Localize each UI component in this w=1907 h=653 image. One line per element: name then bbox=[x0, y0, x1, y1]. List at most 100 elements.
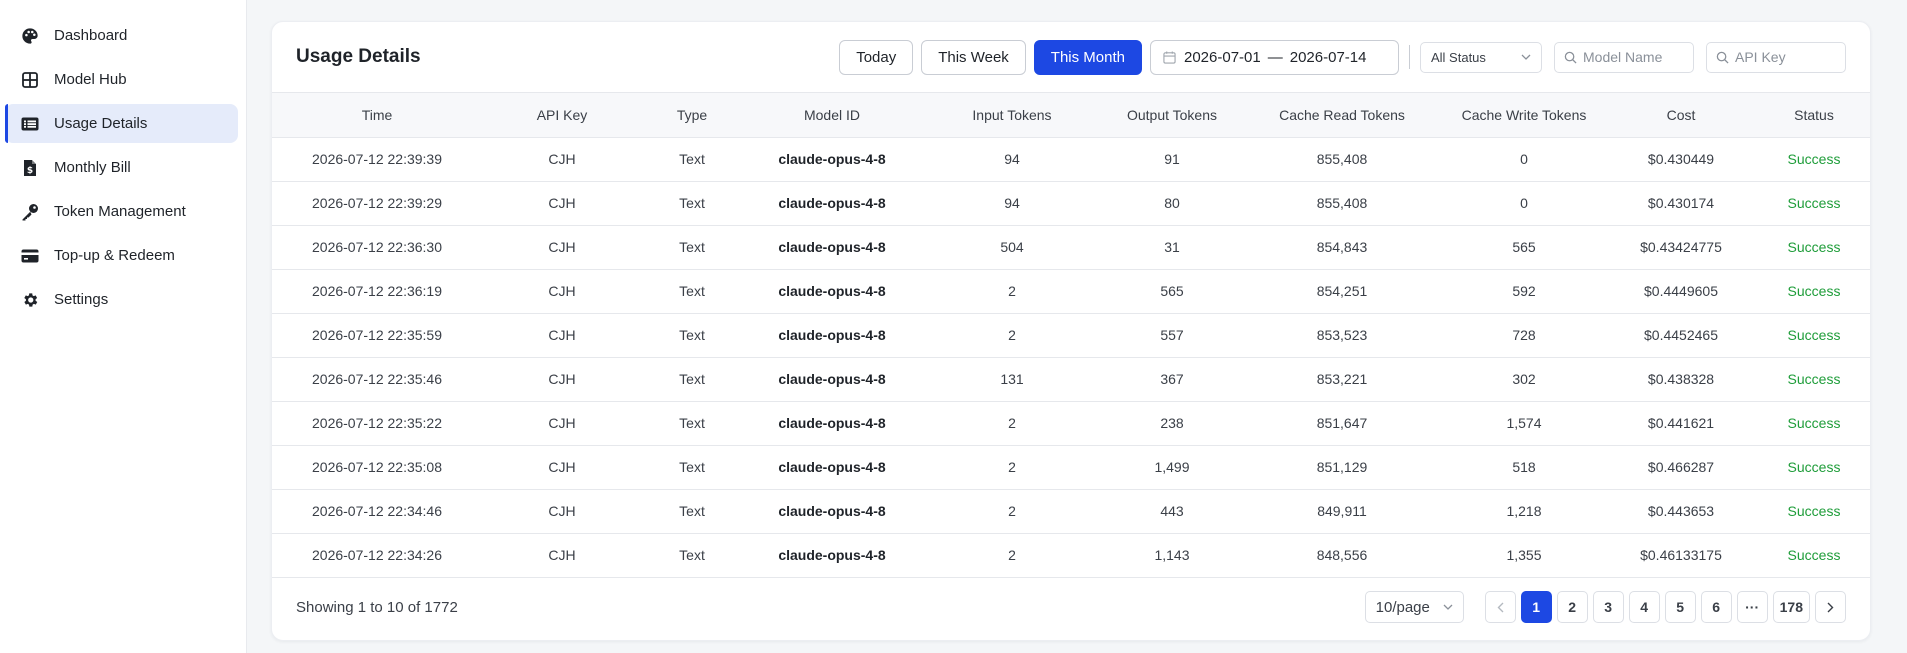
column-header-time: Time bbox=[272, 93, 482, 138]
page-button-6[interactable]: 6 bbox=[1700, 591, 1732, 623]
cell-status: Success bbox=[1756, 181, 1870, 226]
search-icon bbox=[1716, 51, 1729, 64]
table-row[interactable]: 2026-07-12 22:35:46 CJH Text claude-opus-4-… bbox=[272, 357, 1870, 402]
cell-api-key: CJH bbox=[482, 401, 642, 446]
column-header-type: Type bbox=[642, 93, 742, 138]
cell-input-tokens: 2 bbox=[922, 533, 1102, 578]
date-start: 2026-07-01 bbox=[1184, 48, 1261, 66]
page-button-5[interactable]: 5 bbox=[1664, 591, 1696, 623]
sidebar-item-top-up-redeem[interactable]: Top-up & Redeem bbox=[5, 236, 238, 275]
cell-cache-write-tokens: 0 bbox=[1442, 181, 1606, 226]
sidebar-item-model-hub[interactable]: Model Hub bbox=[5, 60, 238, 99]
page-button-2[interactable]: 2 bbox=[1556, 591, 1588, 623]
cell-api-key: CJH bbox=[482, 489, 642, 534]
today-button[interactable]: Today bbox=[839, 39, 914, 75]
cell-cache-read-tokens: 854,843 bbox=[1242, 225, 1442, 270]
cell-model-id: claude-opus-4-8 bbox=[742, 445, 922, 490]
column-header-cache-write-tokens: Cache Write Tokens bbox=[1442, 93, 1606, 138]
page-button-3[interactable]: 3 bbox=[1592, 591, 1624, 623]
palette-icon bbox=[20, 26, 40, 46]
cell-status: Success bbox=[1756, 137, 1870, 182]
this-week-button[interactable]: This Week bbox=[921, 39, 1026, 75]
cell-type: Text bbox=[642, 357, 742, 402]
cell-cache-write-tokens: 1,574 bbox=[1442, 401, 1606, 446]
cell-type: Text bbox=[642, 489, 742, 534]
table-row[interactable]: 2026-07-12 22:35:22 CJH Text claude-opus-4-… bbox=[272, 401, 1870, 446]
bill-icon: $ bbox=[20, 158, 40, 178]
page-button-178[interactable]: 178 bbox=[1772, 591, 1810, 623]
sidebar-item-monthly-bill[interactable]: $ Monthly Bill bbox=[5, 148, 238, 187]
cell-cost: $0.4452465 bbox=[1606, 313, 1756, 358]
table-row[interactable]: 2026-07-12 22:34:26 CJH Text claude-opus-4-… bbox=[272, 533, 1870, 578]
table-row[interactable]: 2026-07-12 22:36:30 CJH Text claude-opus-4-… bbox=[272, 225, 1870, 270]
column-header-output-tokens: Output Tokens bbox=[1102, 93, 1242, 138]
column-header-api-key: API Key bbox=[482, 93, 642, 138]
column-header-cache-read-tokens: Cache Read Tokens bbox=[1242, 93, 1442, 138]
sidebar-item-token-management[interactable]: Token Management bbox=[5, 192, 238, 231]
cell-type: Text bbox=[642, 445, 742, 490]
cell-model-id: claude-opus-4-8 bbox=[742, 401, 922, 446]
cell-cache-write-tokens: 565 bbox=[1442, 225, 1606, 270]
page-buttons: 1 2 3 4 5 6 ··· 178 bbox=[1516, 591, 1810, 623]
status-select[interactable]: All Status bbox=[1420, 41, 1542, 73]
cell-cost: $0.441621 bbox=[1606, 401, 1756, 446]
cell-model-id: claude-opus-4-8 bbox=[742, 181, 922, 226]
cell-input-tokens: 2 bbox=[922, 269, 1102, 314]
table-row[interactable]: 2026-07-12 22:39:29 CJH Text claude-opus-4-… bbox=[272, 181, 1870, 226]
api-key-input[interactable] bbox=[1735, 49, 1836, 65]
sidebar-item-usage-details[interactable]: Usage Details bbox=[5, 104, 238, 143]
cell-cost: $0.4449605 bbox=[1606, 269, 1756, 314]
filter-bar: Today This Week This Month 2026-07-01 — … bbox=[839, 39, 1846, 75]
sidebar-item-label: Settings bbox=[54, 291, 109, 308]
cell-cost: $0.430449 bbox=[1606, 137, 1756, 182]
cell-input-tokens: 94 bbox=[922, 137, 1102, 182]
page-button-4[interactable]: 4 bbox=[1628, 591, 1660, 623]
cell-cache-read-tokens: 853,523 bbox=[1242, 313, 1442, 358]
cell-output-tokens: 31 bbox=[1102, 225, 1242, 270]
cell-status: Success bbox=[1756, 489, 1870, 534]
cell-status: Success bbox=[1756, 357, 1870, 402]
table-row[interactable]: 2026-07-12 22:34:46 CJH Text claude-opus-4-… bbox=[272, 489, 1870, 534]
sidebar-item-label: Model Hub bbox=[54, 71, 127, 88]
cell-api-key: CJH bbox=[482, 181, 642, 226]
this-month-button[interactable]: This Month bbox=[1033, 39, 1142, 75]
cell-time: 2026-07-12 22:35:59 bbox=[272, 313, 482, 358]
table-row[interactable]: 2026-07-12 22:35:08 CJH Text claude-opus-4-… bbox=[272, 445, 1870, 490]
cell-output-tokens: 80 bbox=[1102, 181, 1242, 226]
cell-cache-write-tokens: 302 bbox=[1442, 357, 1606, 402]
table-row[interactable]: 2026-07-12 22:36:19 CJH Text claude-opus-4-… bbox=[272, 269, 1870, 314]
cell-status: Success bbox=[1756, 445, 1870, 490]
model-name-input[interactable] bbox=[1583, 49, 1684, 65]
cell-cache-write-tokens: 592 bbox=[1442, 269, 1606, 314]
table-row[interactable]: 2026-07-12 22:35:59 CJH Text claude-opus-4-… bbox=[272, 313, 1870, 358]
page-size-select[interactable]: 10/page bbox=[1364, 591, 1464, 623]
cell-status: Success bbox=[1756, 225, 1870, 270]
chevron-right-icon bbox=[1827, 602, 1834, 613]
search-icon bbox=[1564, 51, 1577, 64]
sidebar: Dashboard Model Hub Usage Details $ Mont… bbox=[0, 0, 247, 653]
cell-api-key: CJH bbox=[482, 313, 642, 358]
date-range-picker[interactable]: 2026-07-01 — 2026-07-14 bbox=[1150, 39, 1399, 75]
cell-type: Text bbox=[642, 313, 742, 358]
next-page-button[interactable] bbox=[1815, 591, 1846, 623]
status-select-value: All Status bbox=[1431, 49, 1486, 65]
cell-cache-read-tokens: 853,221 bbox=[1242, 357, 1442, 402]
cell-cost: $0.438328 bbox=[1606, 357, 1756, 402]
cell-api-key: CJH bbox=[482, 269, 642, 314]
cell-cost: $0.43424775 bbox=[1606, 225, 1756, 270]
api-key-search bbox=[1706, 41, 1846, 73]
cell-api-key: CJH bbox=[482, 445, 642, 490]
date-separator: — bbox=[1267, 48, 1283, 66]
sidebar-item-dashboard[interactable]: Dashboard bbox=[5, 16, 238, 55]
cell-cache-read-tokens: 848,556 bbox=[1242, 533, 1442, 578]
chevron-left-icon bbox=[1497, 602, 1504, 613]
cell-input-tokens: 2 bbox=[922, 313, 1102, 358]
page-ellipsis-button[interactable]: ··· bbox=[1736, 591, 1768, 623]
cell-type: Text bbox=[642, 269, 742, 314]
prev-page-button[interactable] bbox=[1484, 591, 1516, 623]
sidebar-item-settings[interactable]: Settings bbox=[5, 280, 238, 319]
table-row[interactable]: 2026-07-12 22:39:39 CJH Text claude-opus-4-… bbox=[272, 137, 1870, 182]
page-button-1[interactable]: 1 bbox=[1520, 591, 1552, 623]
cell-cache-write-tokens: 728 bbox=[1442, 313, 1606, 358]
cell-cache-read-tokens: 851,647 bbox=[1242, 401, 1442, 446]
